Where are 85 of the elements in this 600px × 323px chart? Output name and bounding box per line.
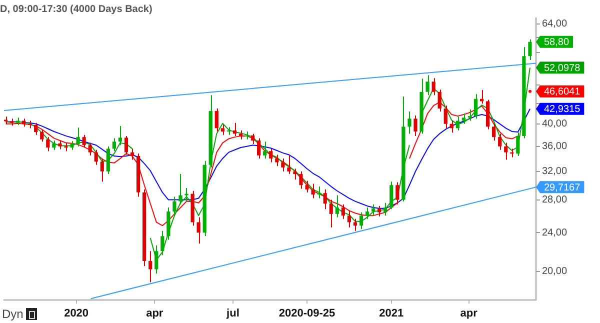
y-tick-label: 36,00 — [542, 141, 568, 152]
candlestick — [450, 120, 454, 134]
candlestick — [88, 142, 92, 156]
x-tick-label: jul — [226, 307, 240, 320]
candlestick — [178, 174, 182, 205]
candlestick — [257, 138, 261, 159]
candlestick — [528, 38, 532, 61]
candlestick — [275, 154, 279, 167]
candlestick — [299, 170, 303, 190]
candlestick — [426, 74, 430, 96]
candlestick — [46, 136, 50, 152]
y-tick-label: 32,00 — [542, 166, 568, 178]
candlestick — [263, 141, 267, 159]
candlestick — [118, 126, 122, 146]
candlestick — [160, 230, 164, 256]
candlestick — [384, 202, 388, 216]
y-tick-label: 64,00 — [542, 18, 568, 30]
candlestick — [112, 138, 116, 152]
candlestick — [305, 180, 309, 193]
text: 58,80 — [544, 37, 570, 48]
candlestick — [396, 182, 400, 205]
candlestick — [311, 183, 315, 199]
candlestick — [281, 158, 285, 172]
candlestick — [172, 196, 176, 216]
candlestick — [378, 205, 382, 217]
candlestick — [438, 89, 442, 112]
candlestick — [353, 218, 358, 232]
candlestick — [106, 146, 110, 175]
chart-title: D, 09:00-17:30 (4000 Days Back) — [0, 4, 152, 15]
data-label: 29,7167 — [544, 182, 581, 194]
y-tick-label: 28,00 — [542, 194, 568, 206]
candlestick — [40, 129, 44, 142]
candlestick — [329, 199, 333, 228]
candlestick — [100, 158, 104, 182]
x-tick-label: 2020 — [64, 307, 89, 320]
candlestick — [498, 133, 502, 150]
candlestick — [462, 113, 466, 124]
x-tick-label: apr — [146, 307, 164, 320]
candlestick — [359, 212, 364, 230]
candlestick — [148, 250, 152, 283]
y-tick-label: 24,00 — [542, 227, 568, 238]
y-tick-label: 40,00 — [542, 118, 568, 130]
candlestick — [432, 78, 436, 96]
candlestick — [124, 135, 128, 156]
candlestick — [94, 149, 98, 166]
candlestick — [504, 142, 508, 160]
candlestick — [244, 130, 249, 140]
candlestick — [196, 216, 200, 244]
candlestick — [323, 188, 327, 210]
candlestick — [214, 108, 218, 132]
candlestick — [154, 244, 158, 274]
candlestick — [468, 109, 472, 122]
candlestick — [76, 127, 80, 147]
y-tick-label: 20,00 — [542, 266, 568, 278]
candlestick — [371, 204, 376, 216]
candlestick — [317, 186, 321, 199]
data-label: 52,0978 — [544, 62, 581, 74]
candlestick — [250, 133, 255, 144]
candlestick — [34, 122, 38, 136]
candlestick — [408, 111, 412, 134]
x-tick-label: 2021 — [379, 307, 404, 320]
candlestick — [390, 181, 394, 210]
text: Dyn — [2, 307, 24, 321]
candlestick — [341, 204, 345, 220]
candlestick — [474, 94, 478, 120]
candlestick — [220, 124, 224, 136]
candlestick — [347, 210, 352, 228]
candlestick — [184, 187, 188, 202]
x-tick-label: 2020-09-25 — [278, 307, 336, 320]
x-tick-label: apr — [460, 307, 478, 320]
data-label: 42,9315 — [544, 104, 581, 116]
candlestick — [414, 115, 418, 136]
data-label: 46,6041 — [544, 86, 581, 98]
candlestick — [130, 148, 134, 160]
candlestick — [287, 154, 291, 175]
candlestick — [365, 207, 370, 220]
candlestick — [456, 116, 460, 131]
candlestick — [293, 168, 297, 180]
candlestick — [269, 148, 273, 163]
candlestick — [52, 140, 56, 150]
candlestick — [335, 194, 339, 218]
candlestick — [516, 132, 520, 156]
candlestick — [82, 134, 86, 148]
candlestick — [492, 123, 496, 141]
candlestick — [444, 105, 448, 129]
